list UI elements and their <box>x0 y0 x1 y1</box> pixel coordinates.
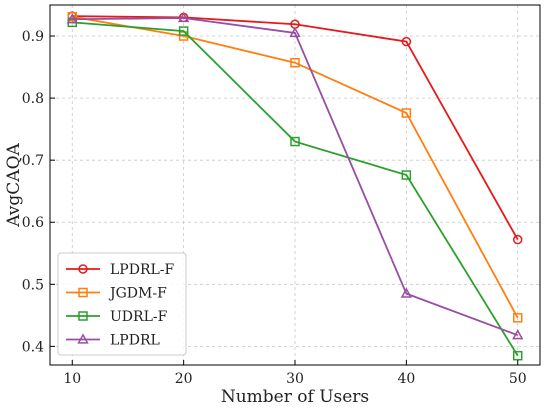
legend-box <box>57 252 187 356</box>
series-layer <box>66 11 524 361</box>
x-tick-label: 20 <box>175 371 193 387</box>
series-lpdrl <box>66 11 524 340</box>
legend-item: UDRL-F <box>66 309 168 325</box>
y-tick-label: 0.7 <box>22 153 44 169</box>
legend: LPDRL-F JGDM-F UDRL-F LPDRL <box>57 252 187 356</box>
legend-marker <box>78 264 88 274</box>
data-point <box>401 170 412 180</box>
data-point <box>401 36 412 47</box>
data-point <box>178 26 189 36</box>
data-point <box>289 26 301 38</box>
legend-label: UDRL-F <box>110 309 168 325</box>
y-tick-label: 0.8 <box>22 91 44 107</box>
legend-item: JGDM-F <box>66 286 167 302</box>
y-tick-label: 0.5 <box>22 277 44 293</box>
legend-item: LPDRL <box>66 333 160 349</box>
legend-marker <box>77 333 89 344</box>
grid <box>50 5 540 365</box>
series-udrl-f <box>67 17 523 361</box>
legend-label: JGDM-F <box>108 286 167 302</box>
x-tick-label: 40 <box>397 371 415 387</box>
data-point <box>512 313 523 323</box>
x-tick-label: 10 <box>63 371 81 387</box>
legend-label: LPDRL-F <box>110 262 175 278</box>
series-line <box>72 15 519 241</box>
data-point <box>401 108 412 118</box>
ticks: 10 20 30 40 50 0.4 0.5 0.6 0.7 0.8 0.9 <box>22 29 527 387</box>
y-tick-label: 0.9 <box>22 29 44 45</box>
data-point <box>512 329 524 340</box>
series-line <box>72 21 519 357</box>
x-tick-label: 30 <box>286 371 304 387</box>
legend-marker <box>78 287 88 298</box>
y-tick-label: 0.4 <box>22 339 44 355</box>
data-point <box>67 12 78 22</box>
y-tick-label: 0.6 <box>22 215 44 231</box>
data-point <box>177 11 190 23</box>
series-line <box>72 15 519 319</box>
data-point <box>400 287 413 298</box>
x-axis-label: Number of Users <box>221 387 369 407</box>
data-point <box>290 136 300 147</box>
data-point <box>512 234 523 245</box>
data-point <box>290 57 300 68</box>
legend-item: LPDRL-F <box>66 262 175 278</box>
data-point <box>66 13 78 24</box>
legend-label: LPDRL <box>110 333 160 349</box>
legend-marker <box>78 311 88 321</box>
x-tick-label: 50 <box>509 371 527 387</box>
data-point <box>512 350 523 361</box>
series-line <box>72 17 519 337</box>
y-axis-label: AvgCAQA <box>4 142 24 227</box>
